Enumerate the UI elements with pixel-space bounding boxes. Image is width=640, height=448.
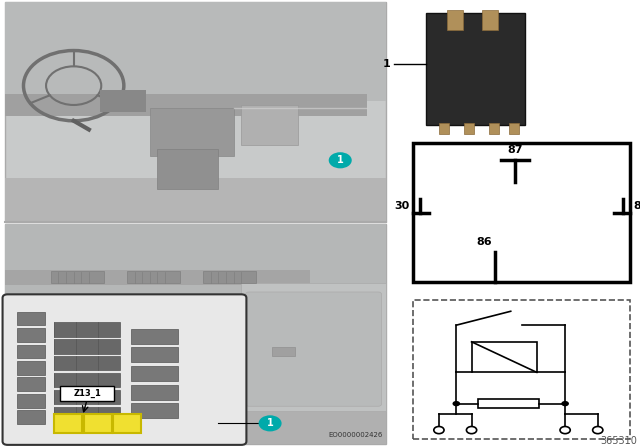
Bar	[54, 373, 120, 388]
FancyBboxPatch shape	[246, 292, 381, 406]
Bar	[113, 414, 141, 433]
Bar	[5, 2, 386, 101]
Bar	[51, 271, 104, 283]
Text: 1: 1	[337, 155, 344, 165]
Bar	[17, 328, 45, 342]
Bar	[447, 10, 463, 30]
Text: 1: 1	[383, 59, 390, 69]
Circle shape	[259, 415, 282, 431]
Bar	[17, 394, 45, 408]
Bar	[413, 143, 630, 282]
Bar	[157, 149, 218, 189]
Text: 1: 1	[267, 418, 273, 428]
Text: 365310: 365310	[600, 436, 637, 446]
Bar	[413, 300, 630, 439]
Bar	[131, 403, 178, 418]
Bar	[17, 345, 45, 358]
Circle shape	[560, 426, 570, 434]
Bar	[509, 123, 519, 134]
Bar	[54, 407, 120, 421]
Text: 30: 30	[394, 201, 410, 211]
Bar	[17, 311, 45, 325]
Text: 85: 85	[634, 201, 640, 211]
Bar	[17, 410, 45, 424]
Bar	[84, 414, 111, 433]
Bar	[203, 271, 257, 283]
Bar	[5, 224, 386, 301]
Text: 87: 87	[508, 145, 523, 155]
Bar	[478, 399, 539, 409]
Bar	[5, 270, 310, 285]
Bar	[5, 224, 386, 444]
Bar	[54, 414, 83, 433]
Bar	[272, 347, 294, 356]
Bar	[17, 361, 45, 375]
Bar	[17, 378, 45, 391]
Bar	[241, 105, 298, 145]
Bar	[489, 123, 499, 134]
FancyBboxPatch shape	[3, 294, 246, 445]
Bar	[150, 108, 234, 156]
Circle shape	[467, 426, 477, 434]
Bar	[5, 301, 119, 410]
Bar	[54, 356, 120, 370]
Bar	[54, 390, 120, 404]
Circle shape	[329, 152, 352, 168]
Bar	[5, 2, 386, 222]
Text: 86: 86	[477, 237, 492, 247]
Bar	[426, 13, 525, 125]
Bar	[472, 342, 537, 372]
Bar	[5, 178, 386, 222]
Circle shape	[593, 426, 603, 434]
Bar	[5, 410, 386, 444]
Bar	[131, 385, 178, 400]
Circle shape	[561, 401, 569, 406]
Bar	[54, 322, 120, 336]
Bar	[54, 339, 120, 353]
Circle shape	[434, 426, 444, 434]
Circle shape	[452, 401, 460, 406]
Bar	[131, 329, 178, 344]
Bar	[482, 10, 498, 30]
Bar	[100, 90, 146, 112]
Bar	[241, 283, 386, 410]
Bar	[5, 95, 367, 116]
Text: Z13_1: Z13_1	[73, 389, 101, 398]
Text: EO0000002426: EO0000002426	[328, 432, 383, 438]
FancyBboxPatch shape	[60, 386, 114, 401]
Bar	[131, 347, 178, 362]
Bar	[464, 123, 474, 134]
Bar	[440, 123, 449, 134]
Bar	[36, 316, 81, 382]
Bar	[131, 366, 178, 381]
Bar	[127, 271, 180, 283]
